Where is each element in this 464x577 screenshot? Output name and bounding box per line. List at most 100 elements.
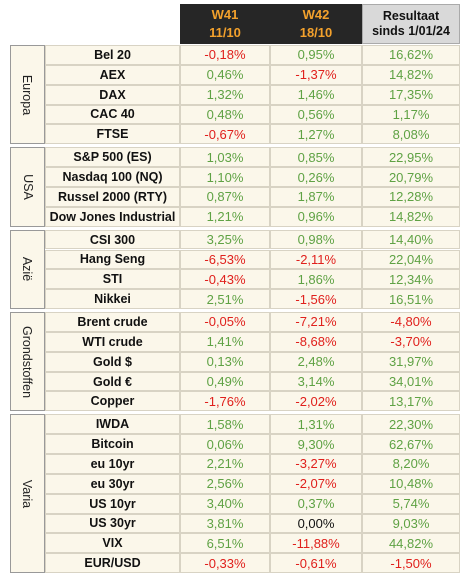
value-cell: -2,11% — [270, 249, 362, 270]
header-text: sinds 1/01/24 — [372, 24, 450, 38]
row-name: Gold € — [45, 371, 180, 392]
value-cell: -7,21% — [270, 312, 362, 332]
value-cell: 14,82% — [362, 64, 460, 85]
value-cell: 0,37% — [270, 493, 362, 514]
value-cell: -2,07% — [270, 473, 362, 494]
value-cell: 0,13% — [180, 351, 270, 372]
week-header: W41 11/10 — [180, 4, 270, 44]
row-name: VIX — [45, 533, 180, 554]
row-name: Dow Jones Industrial — [45, 206, 180, 227]
value-cell: -1,50% — [362, 553, 460, 574]
value-cell: 0,98% — [270, 229, 362, 250]
value-cell: 1,10% — [180, 167, 270, 187]
row-name: STI — [45, 269, 180, 290]
value-cell: 2,21% — [180, 454, 270, 474]
value-cell: 1,41% — [180, 331, 270, 352]
value-cell: 0,46% — [180, 64, 270, 85]
row-name: CSI 300 — [45, 229, 180, 250]
value-cell: -3,27% — [270, 454, 362, 474]
value-cell: 0,26% — [270, 167, 362, 187]
value-cell: -0,18% — [180, 45, 270, 65]
value-cell: -0,67% — [180, 124, 270, 145]
value-cell: -0,33% — [180, 553, 270, 574]
value-cell: -8,68% — [270, 331, 362, 352]
value-cell: 44,82% — [362, 533, 460, 554]
value-cell: 1,58% — [180, 414, 270, 435]
value-cell: -1,76% — [180, 391, 270, 412]
header-text: Resultaat — [382, 9, 440, 23]
value-cell: 1,32% — [180, 84, 270, 105]
value-cell: 22,30% — [362, 414, 460, 435]
group-label: Varia — [10, 414, 45, 574]
value-cell: 1,03% — [180, 147, 270, 168]
value-cell: -3,70% — [362, 331, 460, 352]
value-cell: -4,80% — [362, 312, 460, 332]
value-cell: -11,88% — [270, 533, 362, 554]
group-name: Grondstoffen — [20, 325, 35, 398]
value-cell: -1,56% — [270, 289, 362, 310]
result-header: Resultaat sinds 1/01/24 — [362, 4, 460, 44]
group-name: Azië — [20, 257, 35, 282]
value-cell: 1,46% — [270, 84, 362, 105]
value-cell: 0,87% — [180, 186, 270, 207]
value-cell: 12,34% — [362, 269, 460, 290]
value-cell: 5,74% — [362, 493, 460, 514]
group-name: Europa — [20, 74, 35, 115]
value-cell: -0,43% — [180, 269, 270, 290]
row-name: S&P 500 (ES) — [45, 147, 180, 168]
value-cell: 1,17% — [362, 104, 460, 125]
value-cell: -2,02% — [270, 391, 362, 412]
row-name: Nikkei — [45, 289, 180, 310]
value-cell: 3,14% — [270, 371, 362, 392]
value-cell: -6,53% — [180, 249, 270, 270]
row-name: Russel 2000 (RTY) — [45, 186, 180, 207]
value-cell: 16,51% — [362, 289, 460, 310]
value-cell: 0,00% — [270, 513, 362, 534]
row-name: eu 10yr — [45, 454, 180, 474]
value-cell: 1,86% — [270, 269, 362, 290]
row-name: CAC 40 — [45, 104, 180, 125]
value-cell: 2,51% — [180, 289, 270, 310]
value-cell: 2,56% — [180, 473, 270, 494]
value-cell: 8,20% — [362, 454, 460, 474]
header-text: W41 — [211, 7, 239, 22]
row-name: IWDA — [45, 414, 180, 435]
value-cell: 17,35% — [362, 84, 460, 105]
row-name: Hang Seng — [45, 249, 180, 270]
row-name: EUR/USD — [45, 553, 180, 574]
value-cell: 3,40% — [180, 493, 270, 514]
value-cell: -0,05% — [180, 312, 270, 332]
value-cell: 9,30% — [270, 434, 362, 454]
value-cell: 0,06% — [180, 434, 270, 454]
value-cell: 9,03% — [362, 513, 460, 534]
group-name: Varia — [20, 479, 35, 508]
value-cell: 20,79% — [362, 167, 460, 187]
row-name: FTSE — [45, 124, 180, 145]
value-cell: 31,97% — [362, 351, 460, 372]
group-label: Europa — [10, 45, 45, 145]
row-name: Bel 20 — [45, 45, 180, 65]
value-cell: 8,08% — [362, 124, 460, 145]
week-header: W42 18/10 — [270, 4, 362, 44]
value-cell: 34,01% — [362, 371, 460, 392]
header-text: 11/10 — [209, 25, 241, 40]
row-name: DAX — [45, 84, 180, 105]
value-cell: 13,17% — [362, 391, 460, 412]
row-name: Brent crude — [45, 312, 180, 332]
group-label: USA — [10, 147, 45, 227]
value-cell: 16,62% — [362, 45, 460, 65]
row-name: Gold $ — [45, 351, 180, 372]
value-cell: 1,87% — [270, 186, 362, 207]
value-cell: 10,48% — [362, 473, 460, 494]
value-cell: 22,95% — [362, 147, 460, 168]
header-text: W42 — [302, 7, 330, 22]
row-name: Nasdaq 100 (NQ) — [45, 167, 180, 187]
value-cell: -1,37% — [270, 64, 362, 85]
row-name: eu 30yr — [45, 473, 180, 494]
value-cell: 14,40% — [362, 229, 460, 250]
value-cell: 1,21% — [180, 206, 270, 227]
row-name: Copper — [45, 391, 180, 412]
value-cell: 1,27% — [270, 124, 362, 145]
value-cell: 2,48% — [270, 351, 362, 372]
